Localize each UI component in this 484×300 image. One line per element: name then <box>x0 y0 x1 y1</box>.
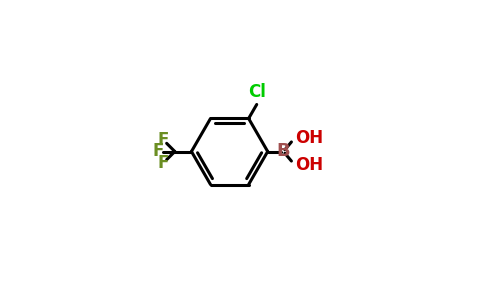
Text: B: B <box>276 142 290 160</box>
Text: F: F <box>157 154 168 172</box>
Text: Cl: Cl <box>248 83 266 101</box>
Text: OH: OH <box>295 156 323 174</box>
Text: OH: OH <box>295 129 323 147</box>
Text: F: F <box>157 130 168 148</box>
Text: F: F <box>152 142 164 160</box>
